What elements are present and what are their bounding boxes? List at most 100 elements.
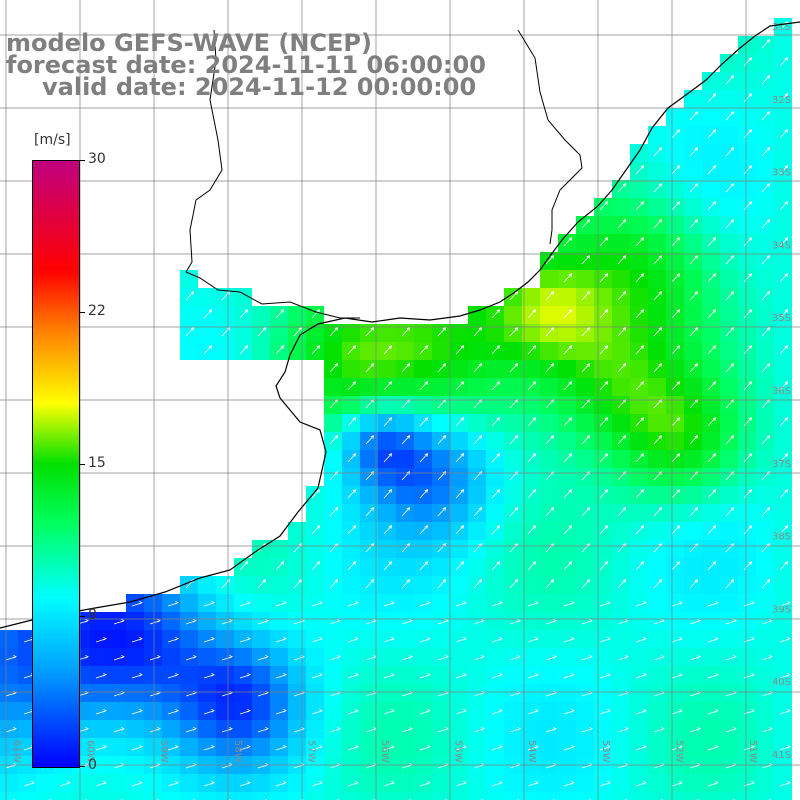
- wind-cell: [0, 792, 18, 800]
- wind-cell: [594, 594, 612, 612]
- wind-cell: [108, 684, 126, 702]
- wind-cell: [774, 36, 792, 54]
- wind-arrow: [437, 618, 449, 625]
- wind-cell: [756, 792, 774, 800]
- wind-cell: [756, 684, 774, 702]
- wind-arrow: [239, 345, 249, 355]
- wind-arrow: [455, 381, 465, 391]
- wind-cell: [774, 612, 792, 630]
- wind-arrow: [689, 327, 699, 337]
- wind-arrow: [437, 579, 447, 589]
- wind-cell: [702, 144, 720, 162]
- wind-arrow: [689, 654, 701, 661]
- wind-arrow: [257, 618, 269, 625]
- wind-cell: [432, 450, 450, 468]
- wind-arrow: [599, 672, 611, 679]
- wind-arrow: [725, 255, 735, 265]
- wind-cell: [684, 414, 702, 432]
- wind-cell: [414, 396, 432, 414]
- wind-arrow: [131, 744, 143, 751]
- wind-cell: [486, 684, 504, 702]
- wind-arrow: [545, 726, 557, 733]
- latitude-label: 40S: [772, 677, 791, 688]
- wind-arrow: [707, 600, 719, 607]
- wind-cell: [630, 180, 648, 198]
- wind-arrow: [635, 417, 645, 427]
- wind-arrow: [221, 618, 233, 625]
- wind-cell: [18, 702, 36, 720]
- wind-cell: [774, 720, 792, 738]
- wind-cell: [432, 612, 450, 630]
- wind-arrow: [563, 636, 575, 643]
- wind-arrow: [491, 780, 503, 787]
- wind-arrow: [491, 453, 501, 463]
- wind-arrow: [257, 327, 267, 337]
- wind-arrow: [563, 561, 573, 571]
- wind-cell: [558, 630, 576, 648]
- wind-cell: [234, 648, 252, 666]
- wind-cell: [504, 594, 522, 612]
- wind-cell: [360, 342, 378, 360]
- wind-cell: [630, 252, 648, 270]
- wind-arrow: [581, 435, 591, 445]
- wind-arrow: [653, 291, 663, 301]
- wind-cell: [468, 378, 486, 396]
- wind-cell: [630, 612, 648, 630]
- wind-cell: [162, 612, 180, 630]
- wind-arrow: [275, 744, 287, 751]
- wind-cell: [126, 630, 144, 648]
- wind-arrow: [707, 345, 717, 355]
- wind-arrow: [419, 345, 429, 355]
- wind-cell: [774, 144, 792, 162]
- wind-cell: [684, 342, 702, 360]
- wind-arrow: [509, 579, 519, 589]
- wind-cell: [360, 648, 378, 666]
- colorbar-label: 8: [88, 607, 97, 623]
- wind-cell: [720, 378, 738, 396]
- wind-cell: [630, 774, 648, 792]
- wind-cell: [540, 522, 558, 540]
- wind-arrow: [617, 291, 627, 301]
- wind-arrow: [203, 780, 215, 787]
- wind-cell: [630, 684, 648, 702]
- wind-cell: [558, 540, 576, 558]
- wind-arrow: [743, 525, 753, 535]
- wind-arrow: [635, 744, 647, 751]
- wind-cell: [774, 648, 792, 666]
- wind-cell: [774, 360, 792, 378]
- wind-arrow: [383, 417, 393, 427]
- wind-cell: [738, 432, 756, 450]
- wind-arrow: [761, 507, 771, 517]
- wind-cell: [324, 558, 342, 576]
- wind-cell: [594, 702, 612, 720]
- wind-arrow: [707, 708, 719, 715]
- wind-cell: [738, 594, 756, 612]
- longitude-label: 52W: [673, 740, 684, 763]
- wind-cell: [486, 324, 504, 342]
- wind-cell: [378, 468, 396, 486]
- wind-arrow: [455, 489, 465, 499]
- wind-arrow: [617, 435, 627, 445]
- wind-cell: [720, 234, 738, 252]
- wind-cell: [144, 612, 162, 630]
- wind-cell: [738, 630, 756, 648]
- wind-cell: [522, 774, 540, 792]
- wind-cell: [414, 684, 432, 702]
- wind-cell: [648, 594, 666, 612]
- wind-cell: [468, 612, 486, 630]
- wind-arrow: [509, 654, 521, 661]
- wind-cell: [738, 108, 756, 126]
- wind-cell: [378, 702, 396, 720]
- wind-cell: [558, 360, 576, 378]
- wind-cell: [756, 630, 774, 648]
- wind-cell: [396, 738, 414, 756]
- wind-arrow: [203, 672, 215, 679]
- wind-cell: [162, 648, 180, 666]
- wind-arrow: [311, 561, 321, 571]
- wind-cell: [414, 738, 432, 756]
- wind-cell: [108, 612, 126, 630]
- wind-cell: [576, 684, 594, 702]
- wind-arrow: [527, 525, 537, 535]
- wind-cell: [630, 468, 648, 486]
- wind-cell: [702, 792, 720, 800]
